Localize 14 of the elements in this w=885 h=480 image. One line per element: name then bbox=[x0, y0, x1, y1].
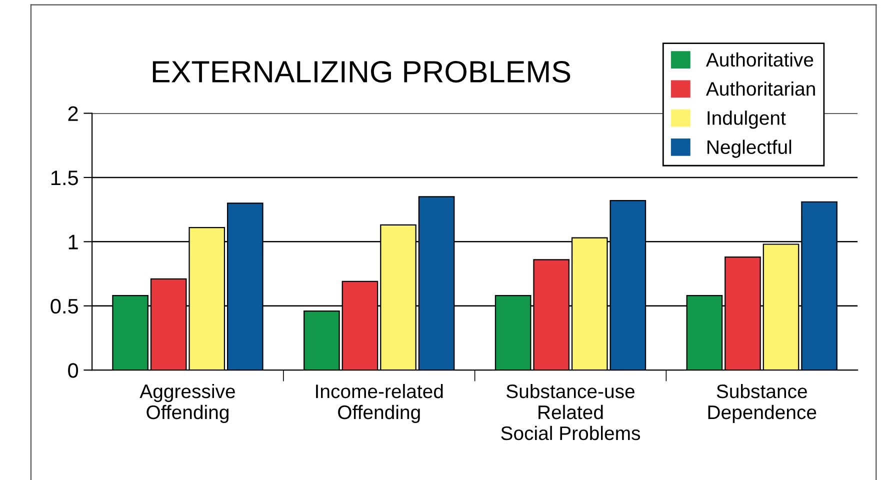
chart-title: EXTERNALIZING PROBLEMS bbox=[152, 60, 570, 83]
y-tick-label: 2 bbox=[68, 106, 78, 121]
y-tick-label: 1 bbox=[68, 234, 78, 250]
legend-label: Neglectful bbox=[708, 140, 792, 158]
y-tick-label: 0.5 bbox=[50, 298, 78, 314]
legend-label: Authoritative bbox=[706, 52, 814, 67]
legend-label: Authoritarian bbox=[706, 81, 815, 96]
y-tick-label: 1.5 bbox=[51, 170, 78, 186]
x-tick-label: Aggressive Offending bbox=[140, 384, 235, 424]
legend-label: Indulgent bbox=[708, 110, 786, 129]
x-tick-label: Substance-use Related Social Problems bbox=[501, 384, 640, 440]
x-tick-label: Substance Dependence bbox=[708, 384, 816, 424]
y-tick-label: 0 bbox=[68, 363, 78, 378]
x-tick-label: Income-related Offending bbox=[316, 384, 443, 424]
